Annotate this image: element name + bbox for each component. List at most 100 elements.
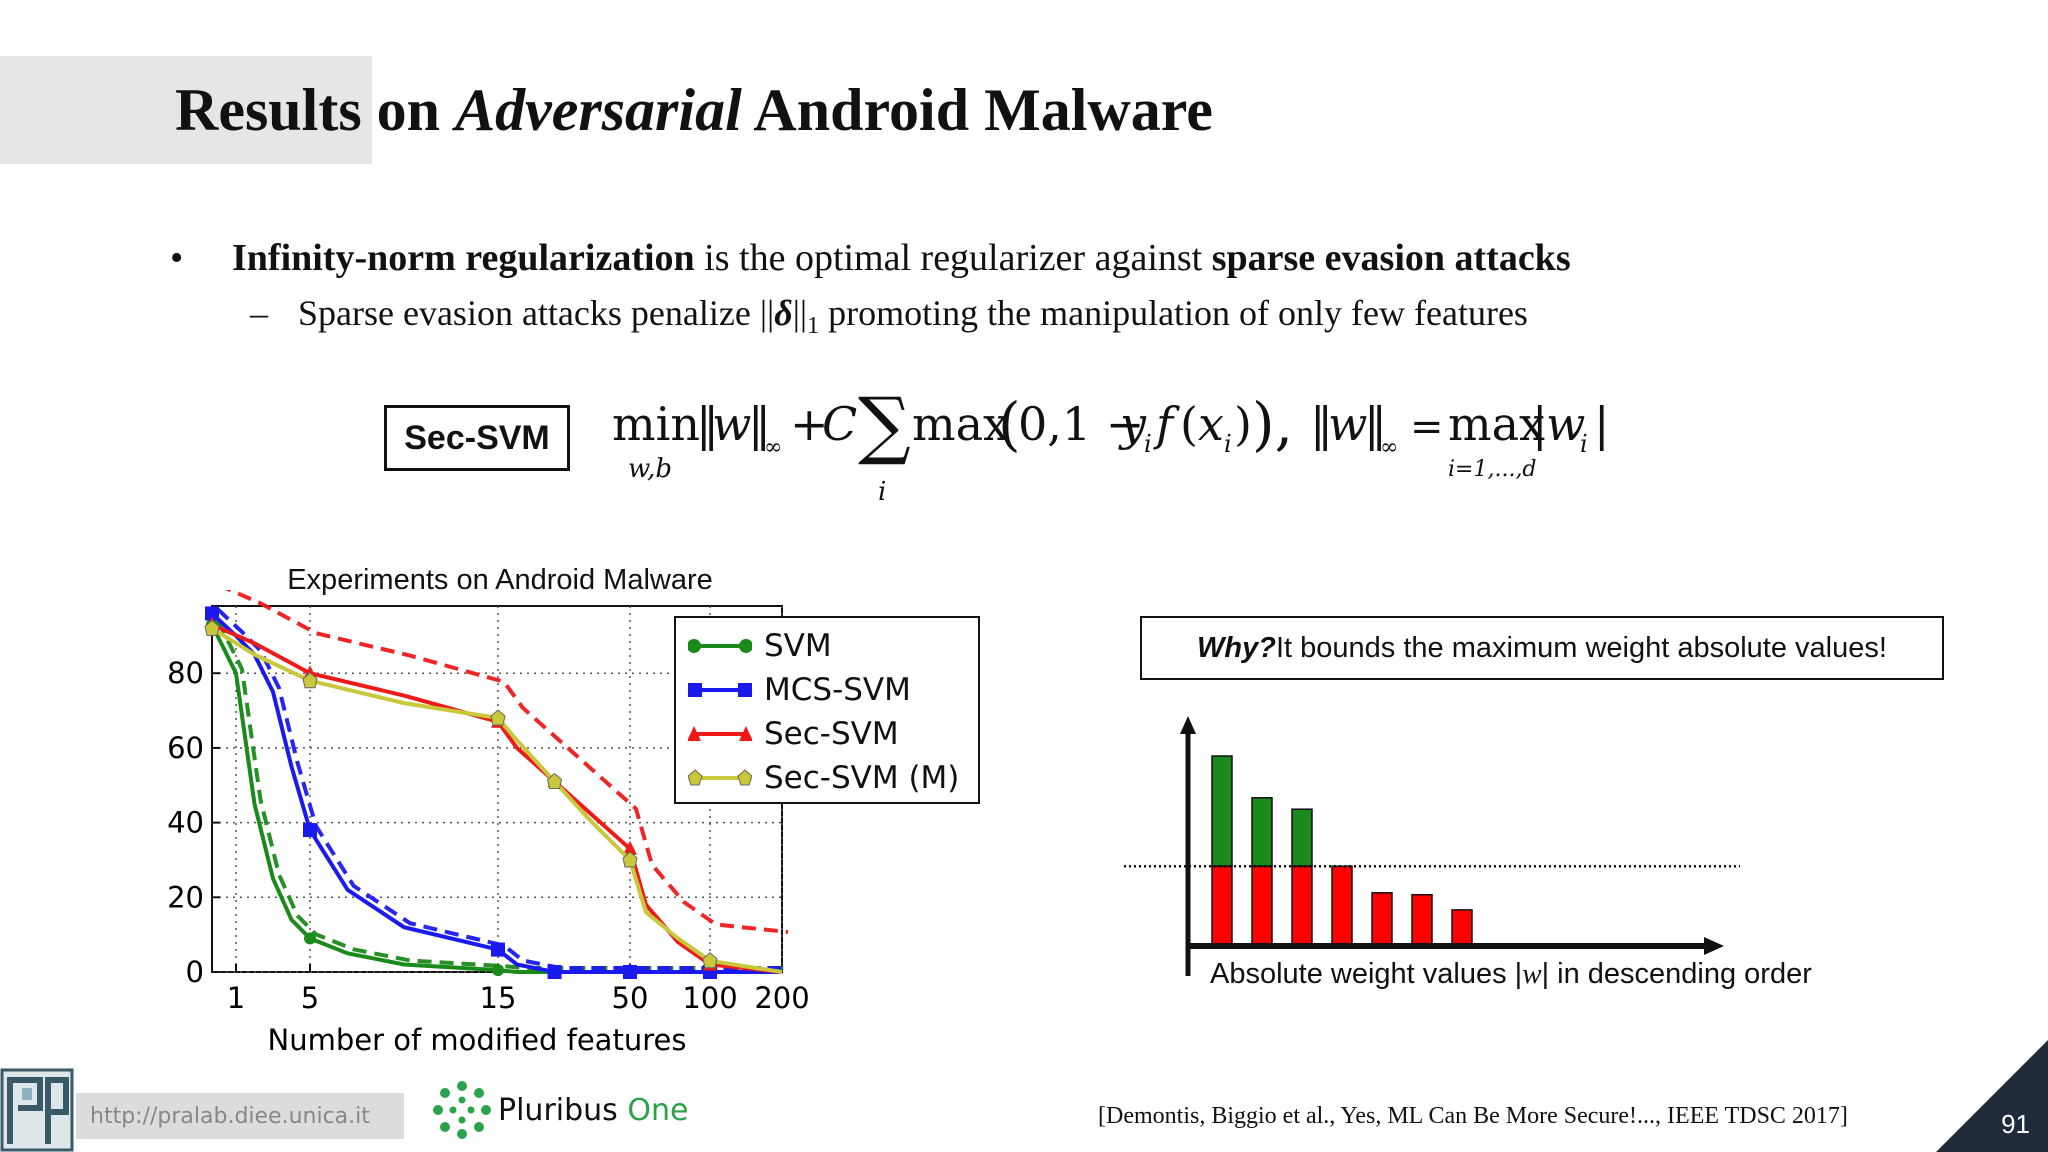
svg-text:f: f xyxy=(1153,397,1180,451)
x-tick-label: 15 xyxy=(480,981,517,1015)
weight-bar xyxy=(1251,865,1273,947)
svg-text:i: i xyxy=(1144,430,1152,458)
y-tick-label: 40 xyxy=(167,806,204,840)
weight-bar xyxy=(1291,865,1313,947)
legend-mcs-marker xyxy=(688,683,752,697)
y-tick-label: 20 xyxy=(167,880,204,914)
svg-text:‖: ‖ xyxy=(696,397,719,451)
svg-text:|: | xyxy=(1532,397,1548,451)
bars-caption: Absolute weight values |w| in descending… xyxy=(1210,958,1812,990)
svg-text:∞: ∞ xyxy=(764,435,782,460)
weight-bar xyxy=(1211,865,1233,947)
svg-text:i: i xyxy=(878,477,886,507)
weight-bars-illustration xyxy=(1124,716,1740,976)
x-tick-label: 100 xyxy=(682,981,737,1015)
svg-text:w: w xyxy=(1328,397,1367,451)
citation: [Demontis, Biggio et al., Yes, ML Can Be… xyxy=(1098,1103,1848,1129)
svg-text:x: x xyxy=(1198,397,1224,451)
legend-secm-marker xyxy=(688,769,752,786)
pluribus-one-logo: Pluribus One xyxy=(432,1080,688,1140)
bullet-infinity-norm: • Infinity-norm regularization is the opt… xyxy=(170,237,1571,279)
svg-text:‖: ‖ xyxy=(1310,397,1333,451)
slide-title: Results on Adversarial Android Malware xyxy=(175,77,1213,143)
svg-text:i: i xyxy=(1580,430,1588,458)
svg-text:i: i xyxy=(1224,430,1232,458)
y-tick-label: 80 xyxy=(167,656,204,690)
series-point-3 xyxy=(622,851,638,868)
svg-text:): ) xyxy=(1234,397,1252,451)
pralab-logo xyxy=(0,1068,74,1152)
legend-svm-marker xyxy=(688,639,752,653)
series-point-3 xyxy=(702,952,718,969)
why-box: Why? It bounds the maximum weight absolu… xyxy=(1140,616,1944,680)
page-corner xyxy=(1936,1040,2048,1152)
series-point-1 xyxy=(205,606,219,621)
series-point-0 xyxy=(304,932,316,945)
series-point-1 xyxy=(547,965,562,979)
series-point-3 xyxy=(204,619,220,636)
svg-text:i=1,...,d: i=1,...,d xyxy=(1448,457,1537,482)
svg-text:‖: ‖ xyxy=(1364,397,1387,451)
svg-text:y: y xyxy=(1118,397,1147,451)
series-line-1 xyxy=(210,612,782,974)
x-tick-label: 1 xyxy=(227,981,245,1015)
svg-text:w: w xyxy=(1546,397,1585,451)
weight-bar xyxy=(1411,893,1433,947)
svg-text:w: w xyxy=(712,397,751,451)
weight-bar-top xyxy=(1291,808,1313,867)
pluribus-circle-icon xyxy=(433,1081,491,1139)
x-axis-label: Number of modified features xyxy=(268,1023,687,1057)
svg-text:max: max xyxy=(1448,397,1545,451)
series-point-3 xyxy=(302,672,318,689)
svg-text:C: C xyxy=(822,397,857,451)
lab-url[interactable]: http://pralab.diee.unica.it xyxy=(76,1093,404,1139)
weight-bar xyxy=(1371,892,1393,947)
svg-text:min: min xyxy=(612,397,700,451)
weight-bar-top xyxy=(1211,755,1233,867)
svg-text:∑: ∑ xyxy=(858,390,911,468)
x-tick-label: 50 xyxy=(612,981,649,1015)
pluribus-wordmark: Pluribus One xyxy=(498,1092,689,1128)
series-point-0 xyxy=(492,964,504,977)
bullet-sparse-attacks: – Sparse evasion attacks penalize ||δ||1 … xyxy=(250,293,1528,340)
svg-text:(: ( xyxy=(1180,397,1198,451)
x-arrow-head xyxy=(1704,937,1724,955)
svg-text:+: + xyxy=(790,397,829,451)
x-tick-label: 5 xyxy=(301,981,319,1015)
legend-item-sec-svm-m: Sec-SVM (M) xyxy=(676,756,978,800)
series-point-3 xyxy=(490,709,506,726)
weight-bar xyxy=(1331,865,1353,947)
svg-text:‖: ‖ xyxy=(748,397,771,451)
y-tick-label: 0 xyxy=(186,955,204,989)
series-point-2 xyxy=(623,840,637,855)
svg-text:(: ( xyxy=(998,390,1021,458)
series-point-1 xyxy=(303,823,317,838)
svg-text:∞: ∞ xyxy=(1380,435,1398,460)
svg-text:w,b: w,b xyxy=(628,454,672,484)
legend-item-sec-svm: Sec-SVM xyxy=(676,712,978,756)
svg-text:),: ), xyxy=(1252,390,1293,458)
title-band xyxy=(0,56,372,164)
y-tick-label: 60 xyxy=(167,731,204,765)
page-number: 91 xyxy=(2001,1109,2030,1139)
x-tick-label: 200 xyxy=(754,981,809,1015)
weight-bar xyxy=(1451,909,1473,947)
weight-bar-top xyxy=(1251,797,1273,867)
sec-svm-formula: min w,b ‖ w ‖ ∞ + C ∑ i max ( 0,1 − y i … xyxy=(612,390,1610,507)
series-dashed-2 xyxy=(225,590,789,934)
legend-sec-marker xyxy=(688,726,752,741)
legend-item-mcs-svm: MCS-SVM xyxy=(676,668,978,712)
svg-text:max: max xyxy=(912,397,1009,451)
svg-text:=: = xyxy=(1410,404,1444,450)
series-point-1 xyxy=(623,965,637,979)
chart-title: Experiments on Android Malware xyxy=(287,564,713,596)
sec-svm-label-box: Sec-SVM xyxy=(384,405,570,471)
chart-legend: SVM MCS-SVM Sec-SVM Sec-SVM (M) xyxy=(674,616,980,804)
series-point-1 xyxy=(491,942,505,957)
svg-text:|: | xyxy=(1594,397,1610,451)
y-arrow-head xyxy=(1180,716,1196,734)
svg-text:0,1 −: 0,1 − xyxy=(1018,397,1144,451)
series-point-3 xyxy=(547,772,563,790)
legend-item-svm: SVM xyxy=(676,624,978,668)
